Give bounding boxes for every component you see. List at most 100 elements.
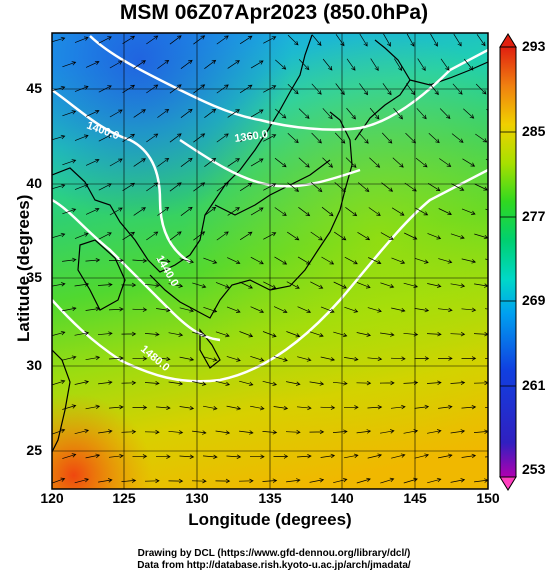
wind-arrow [52, 36, 66, 43]
wind-arrow [309, 478, 325, 483]
x-tick-label: 120 [40, 490, 64, 506]
wind-arrow [463, 108, 475, 119]
wind-arrow [98, 134, 112, 142]
wind-arrow [122, 35, 136, 44]
wind-arrow [180, 59, 193, 69]
wind-arrow [262, 331, 277, 338]
wind-arrow [309, 331, 324, 338]
wind-arrow [414, 356, 430, 361]
wind-arrow [462, 158, 476, 167]
wind-arrow [74, 282, 90, 287]
colorbar-tick-label: 277 [522, 208, 546, 224]
wind-arrow [226, 306, 241, 313]
wind-arrow [450, 283, 466, 288]
wind-arrow [227, 257, 241, 265]
wind-arrow [85, 158, 100, 166]
wind-arrow [215, 430, 231, 435]
wind-arrow [132, 405, 148, 410]
wind-arrow [239, 182, 253, 192]
wind-arrow [391, 307, 406, 313]
wind-arrow [450, 331, 466, 337]
wind-arrow [438, 404, 453, 410]
wind-arrow [344, 256, 358, 265]
wind-arrow [122, 231, 136, 240]
wind-arrow [356, 380, 372, 386]
wind-arrow [298, 108, 310, 119]
wind-arrow [179, 454, 195, 460]
wind-arrow [473, 380, 488, 386]
wind-arrow [239, 380, 254, 387]
wind-arrow [310, 281, 324, 289]
wind-arrow [132, 454, 148, 459]
wind-arrow [296, 405, 312, 411]
wind-arrow [157, 157, 170, 167]
wind-arrow [287, 133, 299, 144]
wind-arrow [157, 108, 170, 118]
wind-arrow [133, 60, 146, 69]
wind-arrow [311, 132, 322, 144]
wind-arrow [428, 133, 440, 144]
wind-arrow [406, 33, 415, 47]
x-tick-label: 140 [330, 490, 354, 506]
wind-arrow [415, 207, 429, 216]
wind-arrow [390, 404, 406, 410]
wind-arrow [108, 453, 124, 459]
wind-arrow [426, 332, 442, 337]
wind-arrow [204, 59, 217, 69]
wind-arrow [179, 258, 194, 264]
wind-arrow [227, 60, 240, 69]
wind-arrow [426, 380, 442, 385]
wind-arrow [98, 478, 113, 483]
wind-arrow [473, 332, 488, 337]
wind-arrow [192, 331, 207, 338]
y-tick-label: 40 [26, 175, 42, 191]
wind-arrow [344, 356, 359, 362]
wind-arrow [320, 453, 336, 459]
wind-arrow [74, 477, 90, 484]
wind-arrow [461, 258, 477, 264]
wind-arrow [461, 208, 476, 215]
wind-arrow [367, 453, 383, 459]
wind-arrow [440, 58, 450, 71]
wind-arrow [216, 133, 229, 143]
wind-arrow [204, 108, 217, 118]
wind-arrow [298, 207, 311, 217]
wind-arrow [414, 404, 430, 410]
wind-arrow [226, 454, 242, 460]
wind-arrow [122, 133, 136, 142]
wind-arrow [416, 108, 427, 120]
wind-arrow [157, 206, 170, 216]
wind-arrow [344, 306, 359, 313]
wind-arrow [453, 33, 462, 47]
wind-arrow [203, 356, 218, 362]
wind-arrow [273, 356, 288, 362]
wind-arrow [215, 282, 230, 289]
wind-arrow [320, 356, 336, 362]
wind-arrow [52, 477, 66, 484]
wind-arrow [168, 283, 184, 288]
wind-arrow [367, 307, 382, 313]
wind-arrow [179, 307, 195, 313]
wind-arrow [322, 58, 333, 71]
colorbar-tick-label: 293 [522, 38, 546, 54]
wind-arrow [273, 405, 289, 411]
colorbar-top-arrow [499, 33, 517, 48]
wind-arrow [108, 258, 124, 263]
wind-arrow [85, 207, 100, 215]
wind-arrow [309, 381, 325, 386]
wind-arrow [309, 429, 325, 435]
wind-arrow [274, 256, 288, 265]
wind-arrow [439, 108, 451, 120]
wind-arrow [461, 356, 477, 361]
wind-arrow [179, 405, 195, 411]
wind-arrow [383, 33, 391, 47]
wind-arrow [85, 355, 101, 361]
wind-arrow [132, 258, 148, 263]
wind-arrow [450, 233, 465, 240]
wind-arrow [322, 108, 333, 120]
wind-arrow [393, 107, 403, 120]
wind-arrow [380, 282, 395, 289]
wind-arrow [144, 332, 160, 337]
wind-arrow [427, 283, 442, 288]
wind-arrow [450, 380, 466, 385]
